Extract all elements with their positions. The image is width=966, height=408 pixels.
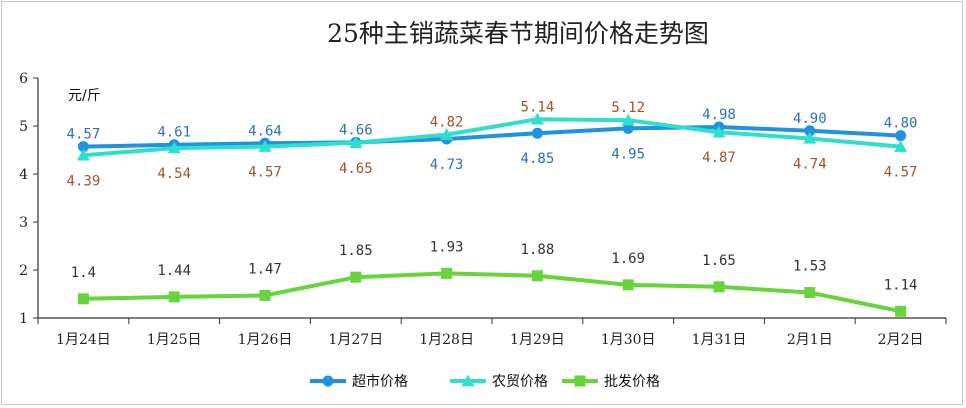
data-point (168, 291, 180, 303)
data-point (441, 267, 453, 279)
data-label: 1.88 (521, 242, 555, 258)
y-tick-label: 2 (19, 263, 28, 279)
data-labels: 4.57 4.39 1.4 4.61 4.54 1.44 4.64 4.57 1.47 4.66 4… (67, 99, 918, 293)
data-label: 4.57 (248, 165, 282, 181)
x-tick-label: 2月1日 (787, 332, 833, 348)
x-tick-label: 1月25日 (147, 332, 202, 348)
data-label: 4.64 (248, 123, 282, 139)
y-tick-label: 4 (19, 167, 28, 183)
data-label: 4.57 (67, 127, 101, 143)
data-point (531, 127, 543, 139)
axes (33, 77, 947, 324)
legend: 超市价格 农贸价格 批发价格 (310, 373, 660, 390)
data-point (77, 293, 89, 305)
series-line (83, 124, 901, 149)
legend-label: 农贸价格 (492, 374, 548, 390)
series-layer: 4.57 4.39 1.4 4.61 4.54 1.44 4.64 4.57 1.47 4.66 4… (67, 99, 918, 317)
data-label: 1.53 (793, 259, 827, 275)
data-label: 1.65 (702, 253, 736, 269)
y-tick-label: 3 (19, 215, 28, 231)
legend-marker (574, 375, 586, 387)
data-point (349, 136, 363, 148)
series-farmers-market (76, 112, 908, 161)
x-tick-label: 1月30日 (601, 332, 656, 348)
x-axis-labels: 1月24日 1月25日 1月26日 1月27日 1月28日 1月29日 1月30日 1月31日… (56, 332, 923, 348)
data-point (804, 287, 816, 299)
x-tick-label: 1月27日 (328, 332, 383, 348)
data-point (350, 271, 362, 283)
y-axis-labels: 1 2 3 4 5 6 (19, 71, 28, 327)
x-tick-label: 1月26日 (238, 332, 293, 348)
data-point (713, 281, 725, 293)
data-point (804, 125, 816, 137)
data-label: 4.73 (430, 157, 464, 173)
data-label: 4.54 (157, 166, 191, 182)
data-point (530, 112, 544, 125)
data-label: 4.87 (702, 150, 736, 166)
data-point (440, 128, 454, 140)
y-tick-label: 6 (19, 71, 28, 87)
data-point (895, 305, 907, 317)
data-label: 1.47 (248, 261, 282, 277)
data-point (259, 289, 271, 301)
data-point (621, 113, 635, 126)
data-label: 4.74 (793, 156, 827, 172)
series-line (83, 117, 901, 158)
data-label: 4.57 (884, 165, 918, 181)
chart-title: 25种主销蔬菜春节期间价格走势图 (327, 19, 709, 48)
legend-item-farmers-market: 农贸价格 (450, 374, 548, 390)
data-point (77, 141, 89, 153)
x-tick-label: 2月2日 (878, 332, 924, 348)
unit-label: 元/斤 (68, 88, 101, 104)
data-point (894, 140, 908, 152)
y-tick-label: 5 (19, 119, 28, 135)
data-label: 5.12 (611, 100, 645, 116)
series-wholesale (77, 267, 907, 317)
legend-label: 批发价格 (604, 374, 660, 390)
data-label: 1.4 (71, 265, 96, 281)
legend-item-supermarket: 超市价格 (310, 373, 408, 390)
legend-label: 超市价格 (352, 373, 408, 390)
data-point (167, 141, 181, 154)
x-tick-label: 1月29日 (510, 332, 565, 348)
data-label: 4.85 (521, 151, 555, 167)
data-point (531, 270, 543, 282)
data-label: 4.65 (339, 161, 373, 177)
data-point (712, 125, 726, 138)
x-tick-label: 1月31日 (692, 332, 747, 348)
legend-marker (322, 375, 334, 387)
legend-marker (461, 374, 475, 387)
data-label: 4.90 (793, 111, 827, 127)
data-label: 4.39 (67, 173, 101, 189)
y-tick-label: 1 (19, 311, 28, 327)
legend-item-wholesale: 批发价格 (562, 374, 660, 390)
data-label: 1.93 (430, 239, 464, 255)
data-label: 4.61 (157, 125, 191, 141)
data-point (76, 148, 90, 161)
x-tick-label: 1月24日 (56, 332, 111, 348)
data-point (258, 140, 272, 152)
data-point (895, 130, 907, 142)
data-label: 4.95 (611, 146, 645, 162)
x-tick-label: 1月28日 (419, 332, 474, 348)
data-point (803, 131, 817, 144)
data-label: 4.66 (339, 122, 373, 138)
data-label: 1.85 (339, 243, 373, 259)
data-label: 4.98 (702, 107, 736, 123)
data-label: 1.44 (157, 263, 191, 279)
series-line (83, 271, 902, 314)
data-label: 1.14 (884, 277, 918, 293)
data-label: 1.69 (611, 251, 645, 267)
data-point (622, 122, 634, 134)
data-label: 4.82 (430, 115, 464, 131)
data-point (622, 279, 634, 291)
data-label: 4.80 (884, 116, 918, 132)
data-label: 5.14 (521, 99, 555, 115)
